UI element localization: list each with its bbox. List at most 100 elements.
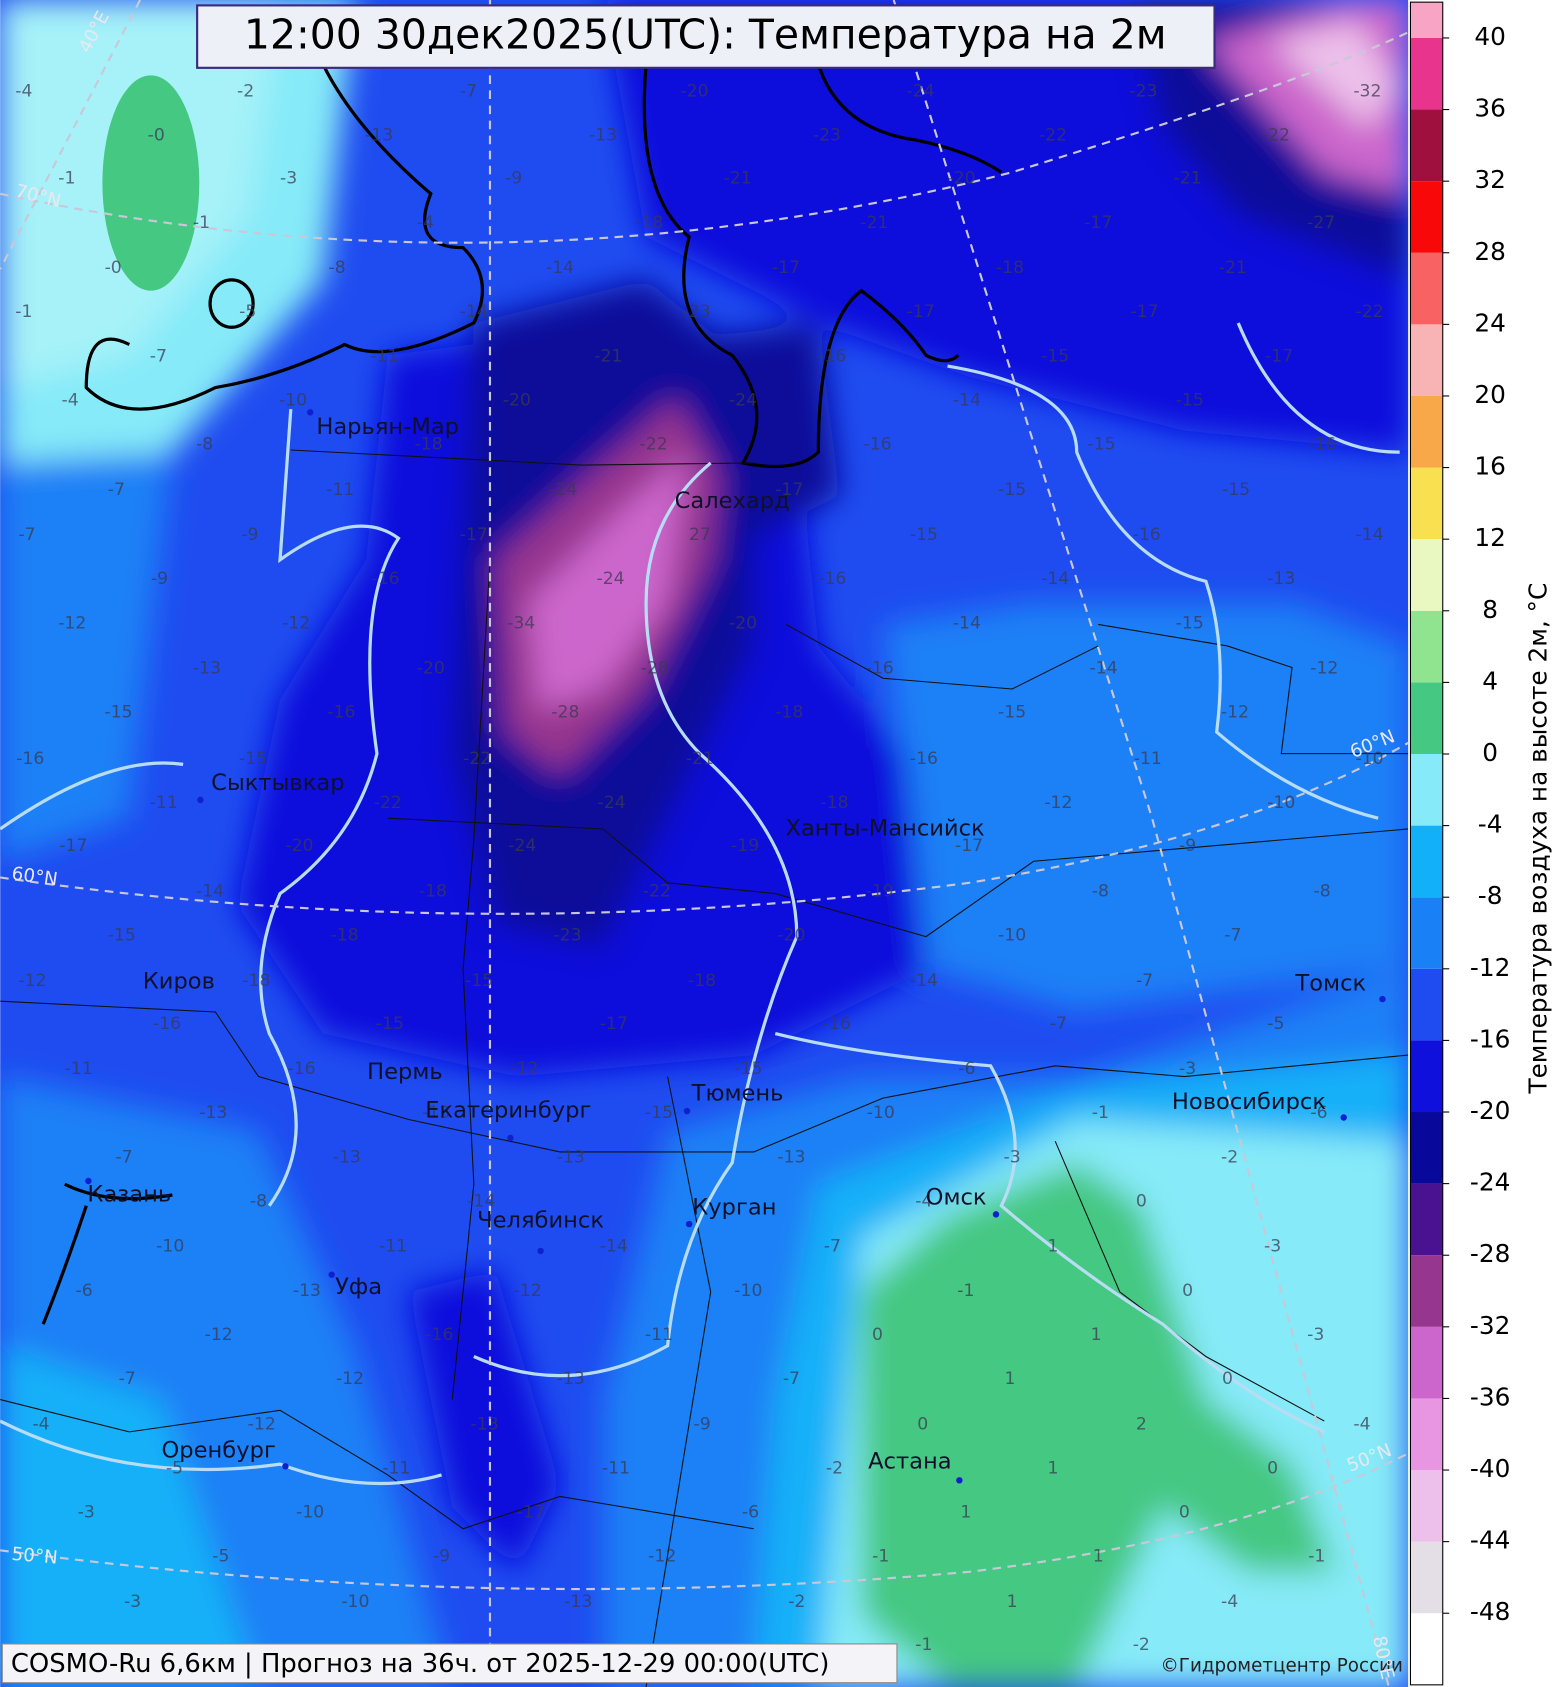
temperature-label: -12 — [1044, 793, 1072, 813]
colorbar-tick-label: 28 — [1474, 237, 1506, 266]
city-dot — [282, 1463, 289, 1470]
temperature-label: -17 — [59, 836, 87, 856]
temperature-label: -13 — [293, 1281, 321, 1301]
graticule-label: 50°N — [11, 1544, 59, 1569]
temperature-label: -12 — [1310, 659, 1338, 679]
temperature-label: -18 — [415, 435, 443, 455]
temperature-label: -13 — [193, 659, 221, 679]
temperature-label: -2 — [1221, 1147, 1238, 1167]
colorbar-band — [1410, 968, 1443, 1041]
temperature-label: -24 — [549, 480, 577, 500]
colorbar-band — [1410, 1613, 1443, 1685]
temperature-label: -23 — [813, 126, 841, 146]
city-label: Уфа — [335, 1274, 382, 1300]
copyright: ©Гидрометцентр России — [1160, 1656, 1402, 1677]
colorbar-tick-label: -40 — [1470, 1454, 1510, 1483]
temperature-label: 1 — [960, 1503, 971, 1523]
temperature-label: -0 — [105, 258, 122, 278]
temperature-label: -12 — [282, 613, 310, 633]
colorbar-tick-label: -28 — [1470, 1239, 1510, 1268]
temperature-label: -12 — [514, 1281, 542, 1301]
temperature-label: -17 — [600, 1014, 628, 1034]
temperature-label: -28 — [641, 659, 669, 679]
temperature-label: -14 — [1090, 659, 1118, 679]
temperature-label: -15 — [376, 1014, 404, 1034]
temperature-label: -16 — [863, 435, 891, 455]
temperature-label: -8 — [196, 435, 213, 455]
temperature-label: -20 — [680, 82, 708, 102]
temperature-label: -14 — [1355, 525, 1383, 545]
temperature-label: -13 — [1267, 569, 1295, 589]
temperature-label: -4 — [1221, 1592, 1238, 1612]
colorbar-band — [1410, 825, 1443, 898]
temperature-label: -4 — [62, 390, 79, 410]
city-label: Оренбург — [162, 1438, 276, 1464]
city-label: Екатеринбург — [425, 1098, 591, 1124]
temperature-label: -20 — [503, 390, 531, 410]
temperature-label: -16 — [866, 659, 894, 679]
temperature-label: -17 — [460, 525, 488, 545]
city-label: Челябинск — [477, 1207, 604, 1233]
temperature-label: -6 — [958, 1059, 975, 1079]
city-label: Пермь — [367, 1059, 443, 1085]
temperature-label: 1 — [1091, 1325, 1102, 1345]
temperature-label: -7 — [1050, 1014, 1067, 1034]
field-shading — [0, 0, 1409, 1687]
temperature-label: -2 — [788, 1592, 805, 1612]
temperature-label: -10 — [867, 1103, 895, 1123]
temperature-label: -0 — [148, 126, 165, 146]
temperature-label: -14 — [467, 1191, 495, 1211]
colorbar-tick-label: -16 — [1470, 1024, 1510, 1053]
city-dot — [956, 1477, 963, 1484]
city-label: Астана — [868, 1448, 952, 1474]
temperature-label: -21 — [594, 346, 622, 366]
temperature-label: -16 — [327, 703, 355, 723]
city-dot — [992, 1211, 1000, 1218]
temperature-label: -14 — [600, 1237, 628, 1257]
temperature-label: -22 — [640, 435, 668, 455]
city-label: Новосибирск — [1172, 1089, 1326, 1115]
temperature-label: -1 — [1308, 1547, 1325, 1567]
colorbar-band — [1410, 252, 1443, 325]
temperature-label: -18 — [996, 258, 1024, 278]
temperature-label: -14 — [910, 971, 938, 991]
colorbar-tick-label: -4 — [1478, 810, 1503, 839]
temperature-label: -13 — [564, 1592, 592, 1612]
temperature-label: -17 — [907, 302, 935, 322]
city-label: Ханты-Мансийск — [785, 815, 984, 841]
colorbar-band — [1410, 181, 1443, 253]
colorbar-tick-label: 40 — [1474, 22, 1506, 51]
graticule — [0, 0, 1409, 1687]
temperature-label: -13 — [471, 1414, 499, 1434]
temperature-label: 1 — [1004, 1369, 1015, 1389]
temperature-label: -9 — [1179, 836, 1196, 856]
colorbar-tick-label: 32 — [1474, 165, 1506, 194]
title-box — [196, 4, 1216, 69]
temperature-label: -16 — [153, 1014, 181, 1034]
temperature-label: 0 — [1267, 1458, 1278, 1478]
colorbar-band — [1410, 1326, 1443, 1399]
footer-box — [1, 1643, 898, 1684]
temperature-label: -18 — [419, 881, 447, 901]
temperature-label: -7 — [1224, 926, 1241, 946]
temperature-label: -1 — [15, 302, 32, 322]
temperature-label: -8 — [1092, 881, 1109, 901]
colorbar-tick-label: -20 — [1470, 1096, 1510, 1125]
colorbar-band — [1410, 324, 1443, 396]
temperature-label: -10 — [734, 1281, 762, 1301]
temperature-label: -10 — [1267, 793, 1295, 813]
temperature-label: 0 — [1179, 1503, 1190, 1523]
colorbar-label: Температура воздуха на высоте 2м, °C — [1524, 583, 1553, 1095]
temperature-label: -5 — [166, 1458, 183, 1478]
temperature-label: -3 — [1307, 1325, 1324, 1345]
colorbar-band — [1410, 753, 1443, 826]
temperature-label: -13 — [777, 1147, 805, 1167]
temperature-label: -17 — [1084, 213, 1112, 233]
temperature-label: -7 — [119, 1369, 136, 1389]
city-label: Курган — [692, 1194, 776, 1220]
temperature-label: -18 — [775, 703, 803, 723]
temperature-label: -2 — [1133, 1635, 1150, 1655]
temperature-label: -15 — [998, 703, 1026, 723]
temperature-label: -3 — [280, 169, 297, 189]
city-dot — [507, 1134, 514, 1142]
